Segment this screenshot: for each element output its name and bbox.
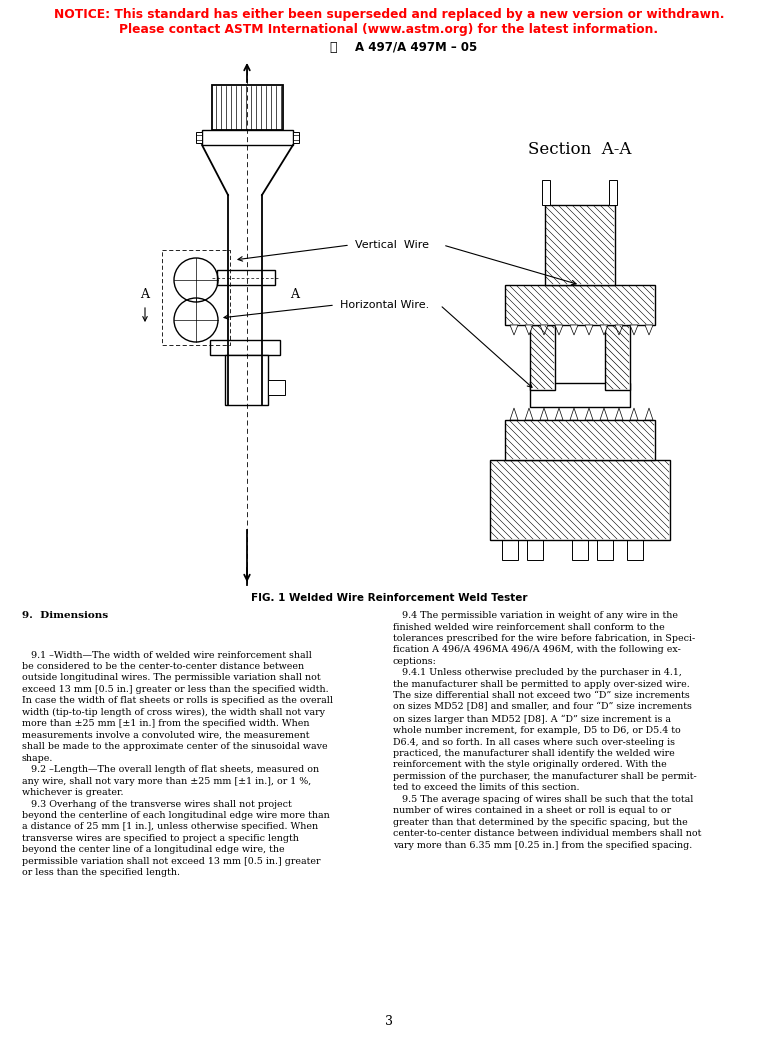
Polygon shape xyxy=(570,325,578,335)
Text: 9.4 The permissible variation in weight of any wire in the
finished welded wire : 9.4 The permissible variation in weight … xyxy=(393,611,701,849)
Text: Section  A-A: Section A-A xyxy=(528,142,632,158)
Polygon shape xyxy=(615,408,623,420)
Polygon shape xyxy=(525,408,533,420)
Polygon shape xyxy=(615,325,623,335)
Text: 3: 3 xyxy=(385,1015,393,1029)
Polygon shape xyxy=(530,325,555,390)
Polygon shape xyxy=(585,408,593,420)
Text: NOTICE: This standard has either been superseded and replaced by a new version o: NOTICE: This standard has either been su… xyxy=(54,8,724,21)
Polygon shape xyxy=(545,205,615,285)
Polygon shape xyxy=(217,270,275,285)
Polygon shape xyxy=(530,383,630,407)
Polygon shape xyxy=(293,132,299,143)
Polygon shape xyxy=(555,408,563,420)
Polygon shape xyxy=(585,325,593,335)
Polygon shape xyxy=(605,325,630,390)
Polygon shape xyxy=(645,325,653,335)
Polygon shape xyxy=(510,325,518,335)
Polygon shape xyxy=(572,540,588,560)
Polygon shape xyxy=(268,380,285,395)
Polygon shape xyxy=(212,85,283,130)
Text: FIG. 1 Welded Wire Reinforcement Weld Tester: FIG. 1 Welded Wire Reinforcement Weld Te… xyxy=(251,593,527,603)
Polygon shape xyxy=(540,408,548,420)
Polygon shape xyxy=(210,340,280,355)
Polygon shape xyxy=(630,408,638,420)
Text: Vertical  Wire: Vertical Wire xyxy=(355,240,429,250)
Polygon shape xyxy=(645,408,653,420)
Polygon shape xyxy=(540,325,548,335)
Polygon shape xyxy=(600,325,608,335)
Text: Please contact ASTM International (www.astm.org) for the latest information.: Please contact ASTM International (www.a… xyxy=(120,23,658,36)
Text: Ⓛ: Ⓛ xyxy=(329,41,337,54)
Polygon shape xyxy=(527,540,543,560)
Polygon shape xyxy=(609,180,617,205)
Polygon shape xyxy=(627,540,643,560)
Polygon shape xyxy=(490,460,670,540)
Polygon shape xyxy=(542,180,550,205)
Text: A: A xyxy=(290,288,300,302)
Text: 9.1 –Width—The width of welded wire reinforcement shall
be considered to be the : 9.1 –Width—The width of welded wire rein… xyxy=(22,639,333,878)
Polygon shape xyxy=(630,325,638,335)
Polygon shape xyxy=(510,408,518,420)
Polygon shape xyxy=(225,355,268,405)
Text: 9.  Dimensions: 9. Dimensions xyxy=(22,611,108,620)
Text: Horizontal Wire.: Horizontal Wire. xyxy=(340,300,429,310)
Polygon shape xyxy=(555,325,563,335)
Polygon shape xyxy=(600,408,608,420)
Polygon shape xyxy=(196,132,202,143)
Polygon shape xyxy=(597,540,613,560)
Polygon shape xyxy=(502,540,518,560)
Polygon shape xyxy=(202,130,293,145)
Polygon shape xyxy=(570,408,578,420)
Polygon shape xyxy=(505,420,655,460)
Text: A: A xyxy=(141,288,149,302)
Polygon shape xyxy=(525,325,533,335)
Text: A 497/A 497M – 05: A 497/A 497M – 05 xyxy=(355,41,477,54)
Polygon shape xyxy=(505,285,655,325)
